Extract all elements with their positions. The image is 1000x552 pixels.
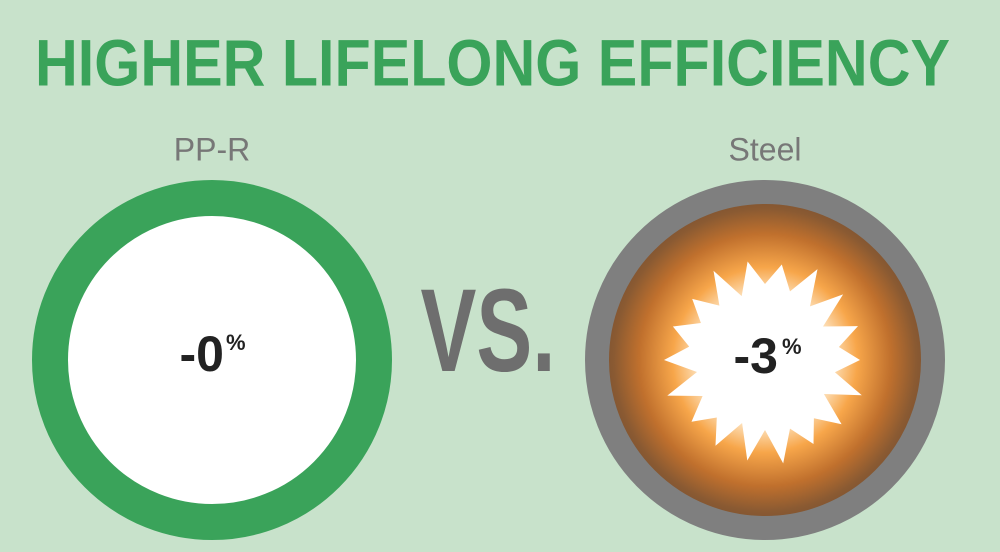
title: HIGHER LIFELONG EFFICIENCY xyxy=(35,25,950,99)
left-unit: % xyxy=(226,330,246,355)
pp-r-pipe xyxy=(32,180,392,540)
right-label: Steel xyxy=(729,131,802,167)
right-value: -3 xyxy=(734,328,778,384)
left-value-group: -0 % xyxy=(180,326,246,382)
vs-text: VS. xyxy=(421,265,556,397)
corrosion-opening xyxy=(664,261,862,464)
right-unit: % xyxy=(782,334,802,359)
left-value: -0 xyxy=(180,326,224,382)
right-value-group: -3 % xyxy=(734,328,802,384)
left-label: PP-R xyxy=(174,131,250,167)
